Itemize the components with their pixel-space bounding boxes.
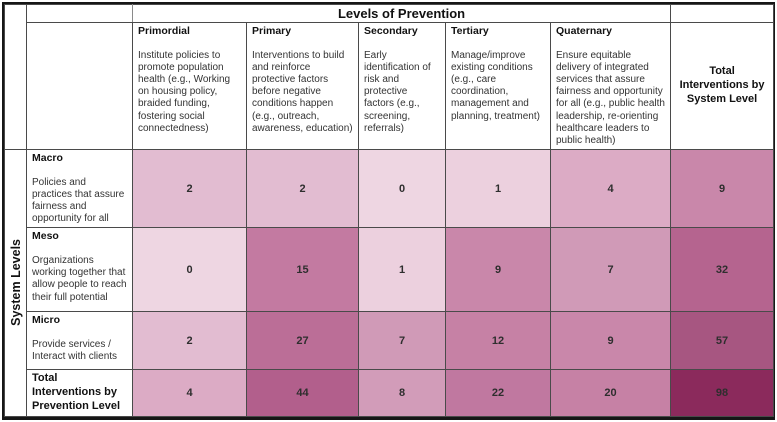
- title-row-empty-cell: [670, 4, 775, 23]
- table-row-macro: System Levels Macro Policies and practic…: [4, 149, 775, 417]
- total-cell-primary: 44: [246, 369, 359, 417]
- column-term: Primordial: [138, 25, 190, 37]
- system-levels-axis-cell: System Levels: [4, 149, 27, 417]
- row-term: Macro: [32, 152, 63, 165]
- value-cell-macro-quaternary: 4: [549, 149, 672, 229]
- total-cell-macro: 9: [670, 149, 775, 229]
- value-cell-meso-primary: 15: [246, 227, 359, 313]
- column-term: Quaternary: [556, 25, 613, 37]
- row-description: Organizations working together that allo…: [32, 255, 127, 303]
- value-cell-meso-secondary: 1: [358, 227, 446, 313]
- column-header-total-interventions: Total Interventions by System Level: [670, 21, 775, 151]
- total-cell-quaternary: 20: [549, 369, 672, 417]
- value-cell-micro-tertiary: 12: [445, 311, 551, 371]
- value-cell-meso-tertiary: 9: [445, 227, 551, 313]
- row-header-macro: Macro Policies and practices that assure…: [26, 149, 133, 229]
- column-description: Ensure equitable delivery of integrated …: [556, 49, 665, 146]
- row-description: Provide services / Interact with clients: [32, 339, 118, 363]
- column-header-tertiary: Tertiary Manage/improve existing conditi…: [445, 21, 551, 151]
- corner-strip-cell: [4, 3, 27, 151]
- value-cell-macro-secondary: 0: [358, 149, 446, 229]
- column-term: Primary: [252, 25, 292, 37]
- row-label-header-cell: [26, 21, 133, 151]
- column-description: Interventions to build and reinforce pro…: [252, 49, 353, 134]
- total-cell-tertiary: 22: [445, 369, 551, 417]
- row-header-meso: Meso Organizations working together that…: [26, 227, 133, 313]
- value-cell-macro-tertiary: 1: [445, 149, 551, 229]
- title-row: Levels of Prevention: [4, 3, 775, 151]
- total-cell-primordial: 4: [132, 369, 247, 417]
- row-description: Policies and practices that assure fairn…: [32, 176, 125, 225]
- value-cell-macro-primary: 2: [246, 149, 359, 229]
- table-row-totals: Total Interventions by Prevention Level …: [5, 369, 775, 417]
- row-term: Micro: [32, 314, 61, 327]
- heatmap-table: Levels of Prevention Primordial Institut…: [4, 3, 775, 417]
- value-cell-micro-secondary: 7: [358, 311, 446, 371]
- row-header-totals: Total Interventions by Prevention Level: [26, 369, 133, 417]
- column-header-secondary: Secondary Early identification of risk a…: [358, 21, 446, 151]
- table-row-meso: Meso Organizations working together that…: [5, 227, 775, 313]
- column-header-primary: Primary Interventions to build and reinf…: [246, 21, 359, 151]
- column-header-primordial: Primordial Institute policies to promote…: [132, 21, 247, 151]
- table-row-micro: Micro Provide services / Interact with c…: [5, 311, 775, 371]
- column-description: Institute policies to promote population…: [138, 49, 231, 134]
- system-levels-axis-label: System Levels: [8, 239, 23, 327]
- value-cell-macro-primordial: 2: [132, 149, 247, 229]
- value-cell-meso-primordial: 0: [132, 227, 247, 313]
- column-description: Early identification of risk and protect…: [364, 49, 431, 134]
- column-term: Tertiary: [451, 25, 489, 37]
- row-header-micro: Micro Provide services / Interact with c…: [26, 311, 133, 371]
- column-header-quaternary: Quaternary Ensure equitable delivery of …: [549, 21, 672, 151]
- value-cell-micro-primary: 27: [246, 311, 359, 371]
- column-header-row: Primordial Institute policies to promote…: [5, 21, 775, 151]
- row-term: Meso: [32, 230, 59, 243]
- value-cell-micro-quaternary: 9: [549, 311, 672, 371]
- table-title: Levels of Prevention: [131, 4, 672, 23]
- grand-total-cell: 98: [670, 369, 775, 417]
- total-cell-secondary: 8: [358, 369, 446, 417]
- total-cell-meso: 32: [670, 227, 775, 313]
- total-cell-micro: 57: [670, 311, 775, 371]
- value-cell-micro-primordial: 2: [132, 311, 247, 371]
- column-term: Secondary: [364, 25, 418, 37]
- value-cell-meso-quaternary: 7: [549, 227, 672, 313]
- corner-empty-cell: [26, 4, 133, 23]
- column-description: Manage/improve existing conditions (e.g.…: [451, 49, 540, 122]
